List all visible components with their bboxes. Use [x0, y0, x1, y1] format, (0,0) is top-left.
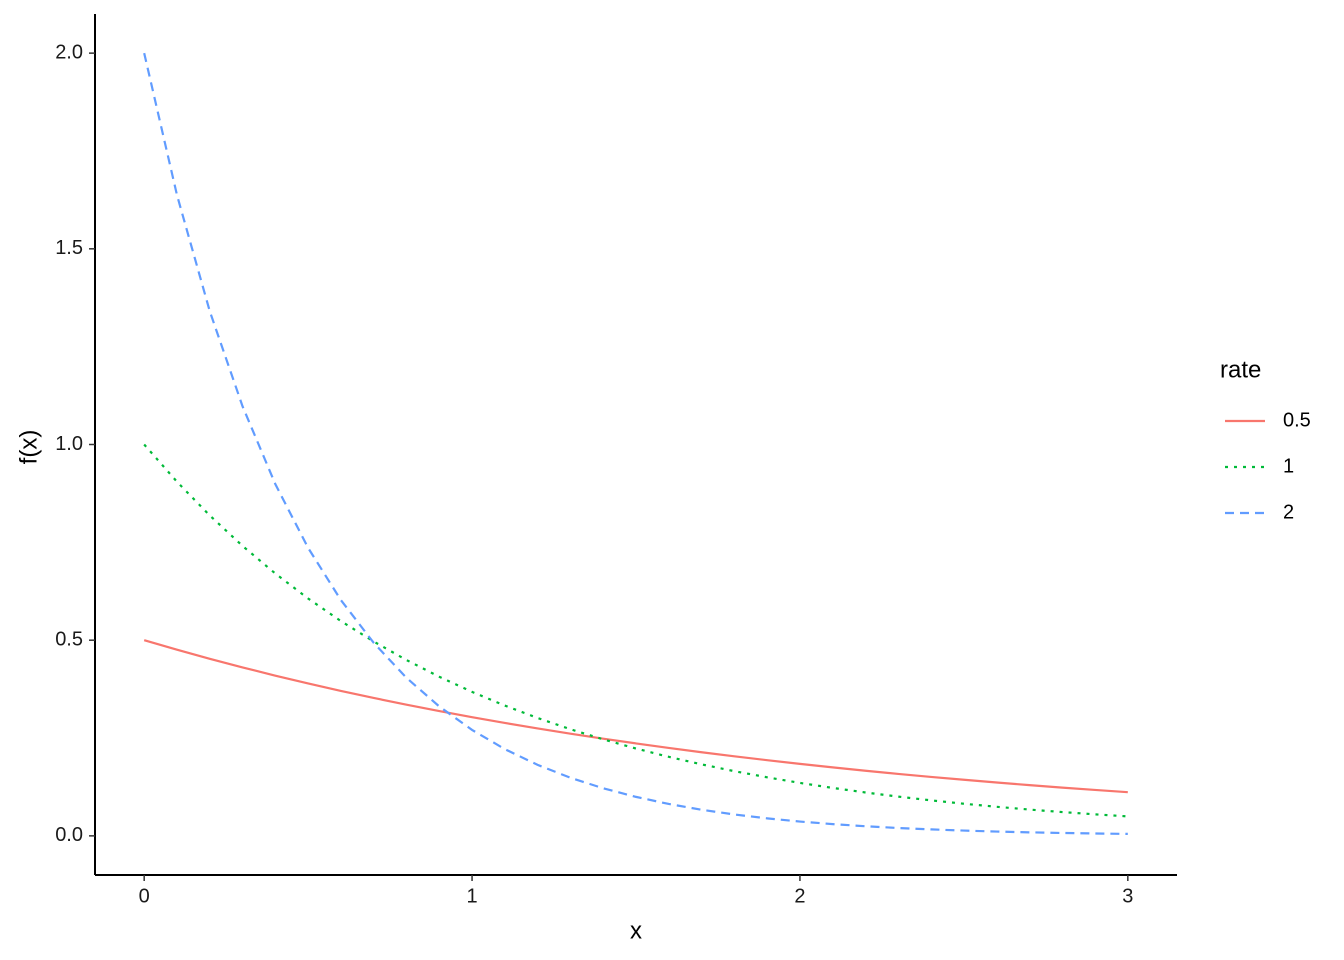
legend-label: 1	[1283, 455, 1294, 477]
x-tick-label: 2	[794, 885, 805, 907]
y-axis-label: f(x)	[15, 430, 42, 465]
x-tick-label: 0	[139, 885, 150, 907]
y-tick-label: 2.0	[55, 41, 83, 63]
y-tick-label: 0.5	[55, 628, 83, 650]
x-tick-label: 3	[1122, 885, 1133, 907]
series-line	[143, 443, 1128, 818]
series-line	[143, 52, 1128, 836]
legend-label: 2	[1283, 501, 1294, 523]
x-axis-label: x	[630, 917, 642, 944]
legend-label: 0.5	[1283, 409, 1311, 431]
y-tick-label: 1.0	[55, 433, 83, 455]
y-tick-label: 0.0	[55, 824, 83, 846]
series-line	[143, 639, 1128, 794]
legend-title: rate	[1220, 356, 1261, 383]
x-tick-label: 1	[466, 885, 477, 907]
y-tick-label: 1.5	[55, 237, 83, 259]
